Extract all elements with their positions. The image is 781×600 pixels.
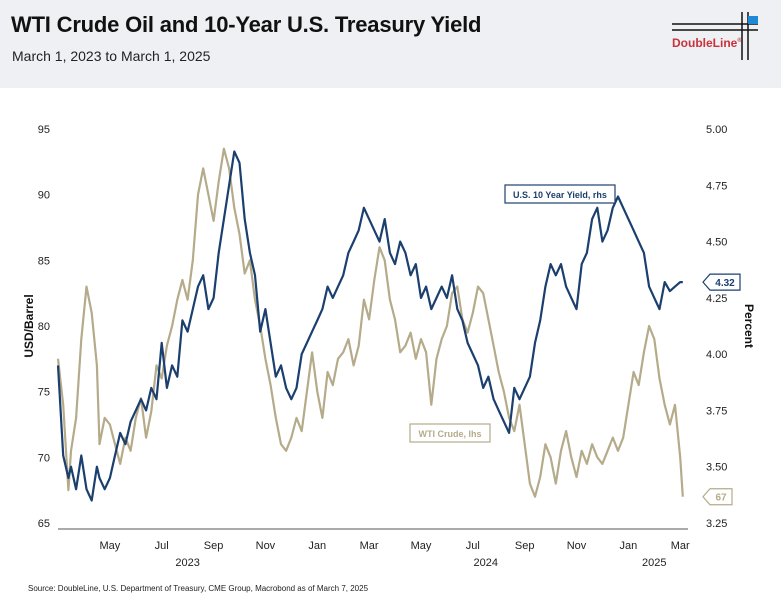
right-tick-label: 4.50 — [706, 237, 727, 249]
x-tick-label: Jul — [155, 540, 169, 552]
right-tick-label: 3.50 — [706, 462, 727, 474]
crude-end-callout — [702, 488, 733, 506]
logo-text: DoubleLine® — [672, 36, 742, 50]
crude-legend-label: WTI Crude, lhs — [419, 429, 482, 439]
x-tick-label: Jan — [308, 540, 326, 552]
left-tick-label: 85 — [38, 255, 50, 267]
left-tick-label: 75 — [38, 387, 50, 399]
right-tick-label: 3.25 — [706, 518, 727, 530]
right-axis-title: Percent — [742, 304, 756, 348]
crude-legend-box — [409, 423, 491, 443]
left-tick-label: 65 — [38, 518, 50, 530]
x-year-label: 2025 — [642, 557, 666, 569]
x-year-label: 2023 — [175, 557, 199, 569]
x-tick-label: May — [411, 540, 432, 552]
left-tick-label: 90 — [38, 190, 50, 202]
x-tick-label: Mar — [360, 540, 379, 552]
logo-grid-icon — [672, 12, 758, 60]
right-tick-label: 5.00 — [706, 124, 727, 136]
left-tick-label: 80 — [38, 321, 50, 333]
yield-end-value: 4.32 — [715, 278, 735, 289]
x-tick-label: Jan — [619, 540, 637, 552]
right-tick-label: 4.25 — [706, 293, 727, 305]
page-subtitle: March 1, 2023 to March 1, 2025 — [12, 48, 211, 64]
chart: 65 70 75 80 85 90 95 3.25 3.50 3.75 4.00 4.25 4.50 4.… — [22, 124, 756, 569]
left-tick-label: 95 — [38, 124, 50, 136]
header-band: WTI Crude Oil and 10-Year U.S. Treasury … — [0, 0, 781, 88]
right-tick-label: 4.75 — [706, 180, 727, 192]
left-tick-label: 70 — [38, 452, 50, 464]
right-tick-label: 3.75 — [706, 405, 727, 417]
yield-legend-box — [504, 184, 616, 204]
yield-legend-label: U.S. 10 Year Yield, rhs — [513, 190, 607, 200]
x-tick-label: Sep — [204, 540, 224, 552]
left-axis-title: USD/Barrel — [22, 294, 36, 357]
source-note: Source: DoubleLine, U.S. Department of T… — [28, 584, 369, 593]
x-tick-label: Mar — [671, 540, 690, 552]
x-tick-label: Nov — [256, 540, 276, 552]
right-tick-label: 4.00 — [706, 349, 727, 361]
x-tick-label: Jul — [466, 540, 480, 552]
treasury-yield-line — [56, 150, 683, 502]
doubleline-logo: DoubleLine® — [672, 12, 762, 68]
x-tick-label: May — [99, 540, 120, 552]
yield-end-callout — [702, 273, 741, 291]
crude-end-value: 67 — [715, 493, 727, 504]
x-tick-label: Sep — [515, 540, 535, 552]
page-title: WTI Crude Oil and 10-Year U.S. Treasury … — [11, 12, 482, 37]
x-tick-label: Nov — [567, 540, 587, 552]
x-year-label: 2024 — [474, 557, 498, 569]
